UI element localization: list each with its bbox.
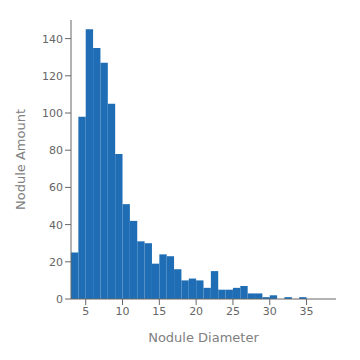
svg-text:140: 140 [42, 33, 63, 46]
svg-text:15: 15 [152, 305, 166, 318]
svg-text:Nodule Diameter: Nodule Diameter [148, 330, 259, 345]
svg-text:25: 25 [226, 305, 240, 318]
svg-text:20: 20 [49, 256, 63, 269]
svg-text:60: 60 [49, 181, 63, 194]
svg-text:5: 5 [82, 305, 89, 318]
svg-text:100: 100 [42, 107, 63, 120]
svg-text:40: 40 [49, 219, 63, 232]
svg-text:10: 10 [116, 305, 130, 318]
svg-text:120: 120 [42, 70, 63, 83]
svg-text:0: 0 [56, 293, 63, 306]
svg-text:30: 30 [263, 305, 277, 318]
svg-text:20: 20 [189, 305, 203, 318]
svg-text:35: 35 [300, 305, 314, 318]
svg-text:80: 80 [49, 144, 63, 157]
svg-text:Nodule Amount: Nodule Amount [13, 109, 28, 210]
